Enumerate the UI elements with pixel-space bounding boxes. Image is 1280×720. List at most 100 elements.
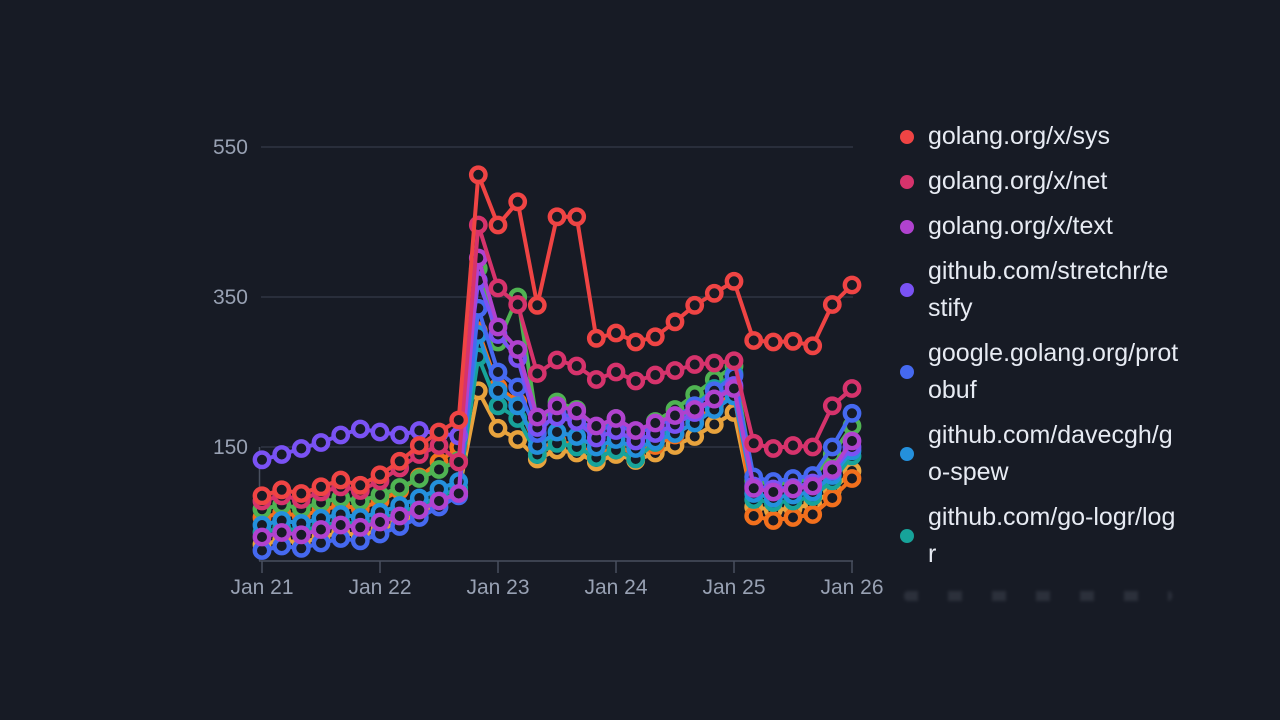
- data-point-marker[interactable]: [488, 278, 508, 298]
- data-point-marker[interactable]: [409, 500, 429, 520]
- data-point-marker[interactable]: [744, 506, 764, 526]
- data-point-marker[interactable]: [685, 355, 705, 374]
- data-point-marker[interactable]: [822, 460, 842, 479]
- data-point-marker[interactable]: [488, 215, 508, 235]
- data-point-marker[interactable]: [331, 515, 351, 535]
- data-point-marker[interactable]: [449, 484, 469, 503]
- data-point-marker[interactable]: [429, 460, 449, 479]
- data-point-marker[interactable]: [291, 525, 311, 545]
- data-point-marker[interactable]: [488, 381, 508, 401]
- data-point-marker[interactable]: [488, 396, 508, 416]
- data-point-marker[interactable]: [783, 436, 803, 455]
- data-point-marker[interactable]: [429, 491, 449, 511]
- legend-item-5[interactable]: github.com/davecgh/go-spew: [900, 417, 1200, 491]
- series-line[interactable]: [261, 266, 854, 512]
- data-point-marker[interactable]: [704, 389, 724, 409]
- data-point-marker[interactable]: [842, 379, 862, 398]
- data-point-marker[interactable]: [272, 445, 292, 464]
- legend-item-6[interactable]: github.com/go-logr/logr: [900, 499, 1200, 573]
- data-point-marker[interactable]: [390, 425, 410, 445]
- data-point-marker[interactable]: [350, 517, 370, 537]
- data-point-marker[interactable]: [409, 469, 429, 488]
- data-point-marker[interactable]: [331, 470, 351, 490]
- data-point-marker[interactable]: [704, 415, 724, 434]
- data-point-marker[interactable]: [567, 427, 587, 446]
- data-point-marker[interactable]: [842, 469, 862, 488]
- data-point-marker[interactable]: [803, 437, 823, 457]
- data-point-marker[interactable]: [822, 488, 842, 508]
- data-point-marker[interactable]: [665, 406, 685, 425]
- data-point-marker[interactable]: [488, 418, 508, 438]
- data-point-marker[interactable]: [822, 295, 842, 314]
- data-point-marker[interactable]: [449, 452, 469, 472]
- data-point-marker[interactable]: [645, 413, 665, 433]
- data-point-marker[interactable]: [468, 165, 488, 185]
- data-point-marker[interactable]: [586, 416, 606, 436]
- data-point-marker[interactable]: [763, 482, 783, 502]
- data-point-marker[interactable]: [626, 421, 646, 440]
- data-point-marker[interactable]: [390, 506, 410, 526]
- data-point-marker[interactable]: [724, 271, 744, 291]
- data-point-marker[interactable]: [783, 331, 803, 351]
- data-point-marker[interactable]: [291, 484, 311, 503]
- data-point-marker[interactable]: [527, 295, 547, 315]
- data-point-marker[interactable]: [547, 207, 567, 227]
- data-point-marker[interactable]: [331, 425, 351, 445]
- data-point-marker[interactable]: [586, 370, 606, 389]
- legend-item-3[interactable]: github.com/stretchr/testify: [900, 253, 1200, 327]
- data-point-marker[interactable]: [409, 436, 429, 455]
- data-point-marker[interactable]: [783, 508, 803, 527]
- data-point-marker[interactable]: [744, 433, 764, 453]
- data-point-marker[interactable]: [527, 407, 547, 427]
- data-point-marker[interactable]: [803, 505, 823, 524]
- data-point-marker[interactable]: [606, 362, 626, 382]
- data-point-marker[interactable]: [567, 401, 587, 421]
- data-point-marker[interactable]: [527, 364, 547, 383]
- data-point-marker[interactable]: [685, 295, 705, 315]
- data-point-marker[interactable]: [567, 356, 587, 376]
- data-point-marker[interactable]: [272, 480, 292, 500]
- data-point-marker[interactable]: [508, 430, 528, 449]
- data-point-marker[interactable]: [508, 295, 528, 314]
- data-point-marker[interactable]: [606, 323, 626, 343]
- data-point-marker[interactable]: [508, 192, 528, 212]
- data-point-marker[interactable]: [763, 332, 783, 352]
- data-point-marker[interactable]: [429, 422, 449, 442]
- data-point-marker[interactable]: [842, 275, 862, 295]
- data-point-marker[interactable]: [803, 476, 823, 496]
- data-point-marker[interactable]: [547, 422, 567, 442]
- data-point-marker[interactable]: [252, 450, 272, 470]
- data-point-marker[interactable]: [803, 336, 823, 356]
- data-point-marker[interactable]: [606, 409, 626, 428]
- legend-item-0[interactable]: golang.org/x/sys: [900, 118, 1200, 155]
- legend-item-4[interactable]: google.golang.org/protobuf: [900, 335, 1200, 409]
- data-point-marker[interactable]: [390, 478, 410, 497]
- data-point-marker[interactable]: [252, 486, 272, 506]
- data-point-marker[interactable]: [586, 328, 606, 348]
- data-point-marker[interactable]: [645, 327, 665, 347]
- data-point-marker[interactable]: [685, 400, 705, 419]
- data-point-marker[interactable]: [724, 351, 744, 371]
- data-point-marker[interactable]: [370, 422, 390, 442]
- data-point-marker[interactable]: [291, 439, 311, 458]
- data-point-marker[interactable]: [665, 312, 685, 332]
- data-point-marker[interactable]: [842, 403, 862, 423]
- data-point-marker[interactable]: [763, 511, 783, 530]
- data-point-marker[interactable]: [350, 475, 370, 495]
- data-point-marker[interactable]: [508, 340, 528, 359]
- data-point-marker[interactable]: [488, 317, 508, 337]
- data-point-marker[interactable]: [547, 350, 567, 370]
- data-point-marker[interactable]: [822, 437, 842, 457]
- data-point-marker[interactable]: [390, 451, 410, 471]
- data-point-marker[interactable]: [704, 353, 724, 373]
- data-point-marker[interactable]: [370, 465, 390, 485]
- data-point-marker[interactable]: [311, 520, 331, 539]
- data-point-marker[interactable]: [626, 371, 646, 391]
- data-point-marker[interactable]: [547, 396, 567, 416]
- legend-item-2[interactable]: golang.org/x/text: [900, 208, 1200, 245]
- data-point-marker[interactable]: [311, 477, 331, 497]
- data-point-marker[interactable]: [842, 431, 862, 451]
- data-point-marker[interactable]: [252, 527, 272, 547]
- data-point-marker[interactable]: [744, 331, 764, 350]
- data-point-marker[interactable]: [272, 523, 292, 542]
